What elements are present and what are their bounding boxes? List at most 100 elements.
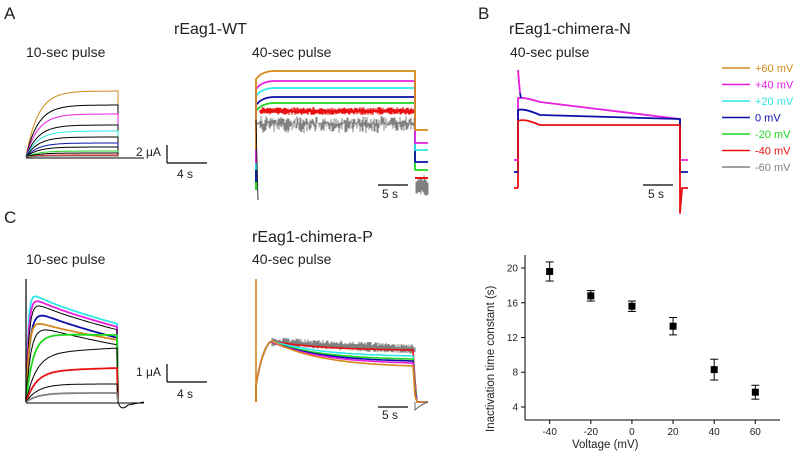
panel-c-title: rEag1-chimera-P [252, 229, 373, 246]
panel-c-scale-bar: 1 μA 4 s [136, 364, 207, 401]
panel-a-scale-bar: 2 μA 4 s [136, 145, 207, 181]
scale-bar-y-label: 2 μA [136, 145, 161, 159]
y-tick-label: 20 [507, 264, 519, 275]
panel-a-right-label: 40-sec pulse [252, 44, 332, 60]
trace-red-noise [259, 107, 416, 115]
scale-bar-x-label: 5 s [382, 408, 398, 422]
trace-10 [25, 154, 119, 158]
panel-b-title: rEag1-chimera-N [509, 21, 631, 38]
data-point [669, 317, 678, 336]
y-tick-label: 8 [512, 368, 518, 379]
trace-0 [25, 90, 119, 158]
panel-a-letter: A [4, 4, 16, 23]
trace-blue-spike [519, 92, 522, 99]
data-point [586, 290, 595, 302]
x-tick-label: 40 [709, 427, 721, 438]
panel-b-letter: B [478, 4, 489, 23]
data-point [751, 384, 760, 400]
trace-7 [25, 347, 119, 403]
panel-c-10s-traces [25, 279, 145, 409]
trace-9 [25, 152, 119, 158]
trace-1 [25, 104, 119, 158]
panel-a-40s-scale-bar: 5 s [378, 184, 408, 201]
panel-c-left-label: 10-sec pulse [26, 251, 106, 267]
x-tick-label: -40 [542, 427, 557, 438]
tail-dip [117, 401, 145, 409]
trace-3 [25, 314, 119, 403]
trace-magenta-spike [517, 69, 521, 94]
trace-9 [25, 383, 119, 403]
panel-b-traces [514, 69, 688, 214]
trace-8 [25, 150, 119, 158]
panel-a: A rEag1-WT 10-sec pulse 40-sec pulse 2 μ… [4, 4, 429, 201]
trace-4 [25, 130, 119, 158]
legend-label-4: -20 mV [755, 129, 791, 141]
y-tick-label: 12 [507, 333, 519, 344]
panel-b-label: 40-sec pulse [510, 44, 590, 60]
trace-2 [25, 305, 119, 403]
tail-dip [414, 401, 429, 411]
trace-3 [25, 124, 119, 158]
trace-8 [25, 367, 119, 403]
trace-0 [25, 295, 119, 403]
legend-label-2: +20 mV [755, 96, 794, 108]
trace-0 [255, 340, 428, 403]
x-tick-label: 60 [750, 427, 762, 438]
trace-gray-noise [259, 116, 416, 133]
square-marker [669, 322, 677, 330]
trace-2 [25, 113, 119, 158]
trace-magenta [517, 96, 688, 161]
panel-c: C rEag1-chimera-P 10-sec pulse 40-sec pu… [4, 208, 429, 422]
legend-label-6: -60 mV [755, 162, 791, 174]
plot-points [545, 261, 760, 400]
data-point [545, 261, 554, 282]
y-axis-label: Inactivation time constant (s) [485, 285, 497, 432]
square-marker [587, 292, 595, 300]
panel-b: B rEag1-chimera-N 40-sec pulse 5 s +60 m… [478, 4, 794, 214]
trace-7 [25, 146, 119, 158]
trace-6 [25, 142, 119, 158]
legend-label-0: +60 mV [755, 63, 794, 75]
panel-a-left-label: 10-sec pulse [26, 44, 106, 60]
legend-label-1: +40 mV [755, 80, 794, 92]
panel-c-letter: C [4, 208, 16, 227]
y-tick-label: 16 [507, 298, 519, 309]
square-marker [710, 366, 718, 374]
trace-red [517, 119, 688, 214]
trace-1 [25, 300, 119, 403]
scale-bar-x-label: 4 s [177, 167, 193, 181]
square-marker [628, 302, 636, 310]
trace-gray-tail [415, 175, 429, 196]
trace-11 [25, 155, 119, 158]
scale-bar-x-label: 5 s [382, 187, 398, 201]
legend-label-5: -40 mV [755, 146, 791, 158]
scale-bar-y-label: 1 μA [136, 365, 161, 379]
data-point [710, 358, 719, 381]
panel-c-right-label: 40-sec pulse [252, 251, 332, 267]
panel-a-10s-traces [25, 90, 144, 159]
x-tick-label: 20 [668, 427, 680, 438]
scale-bar-x-label: 5 s [648, 187, 664, 201]
x-tick-label: -20 [584, 427, 599, 438]
panel-c-40s-traces [255, 279, 429, 411]
plot-axes: 4 8 12 16 20 -40 -20 0 20 40 60 [507, 255, 780, 438]
inactivation-time-constant-plot: 4 8 12 16 20 -40 -20 0 20 40 60 Voltage (mV) Inact… [485, 255, 780, 451]
trace-10 [25, 392, 119, 403]
trace-blue [517, 108, 688, 173]
square-marker [546, 268, 554, 275]
scale-bar-x-label: 4 s [177, 387, 193, 401]
trace-4 [255, 70, 428, 150]
trace-0 [255, 102, 428, 190]
trace-black-1 [255, 119, 259, 201]
square-marker [751, 388, 759, 396]
panel-a-title: rEag1-WT [174, 21, 247, 38]
panel-a-40s-traces [255, 70, 429, 201]
trace-4 [25, 323, 119, 403]
x-axis-label: Voltage (mV) [572, 439, 639, 451]
y-tick-label: 4 [512, 402, 518, 413]
legend-label-3: 0 mV [755, 113, 781, 125]
x-tick-label: 0 [629, 427, 635, 438]
voltage-legend: +60 mV +40 mV +20 mV 0 mV -20 mV -40 mV -60 mV [722, 63, 794, 174]
panel-b-scale-bar: 5 s [643, 184, 673, 201]
